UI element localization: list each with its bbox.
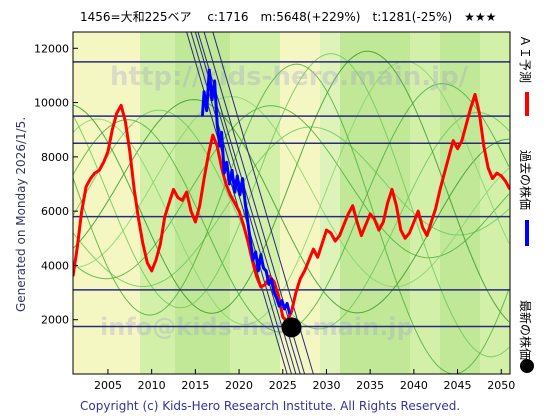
band-8 — [440, 32, 480, 374]
latest-layer — [281, 317, 302, 338]
plot-frame — [72, 31, 511, 375]
x-tick-label-2045: 2045 — [444, 379, 472, 392]
legend-label-latest-price: 最新の株価 — [518, 300, 533, 360]
x-tick-label-2025: 2025 — [269, 379, 297, 392]
x-tick-label-2010: 2010 — [138, 379, 166, 392]
x-tick-label-2005: 2005 — [94, 379, 122, 392]
trend-line-0 — [186, 32, 288, 374]
band-background — [73, 32, 510, 374]
series-line-past-price — [200, 68, 292, 315]
y-tick-label-10000: 10000 — [34, 97, 69, 110]
y-tick-label-2000: 2000 — [41, 314, 69, 327]
series-line-ai-forecast — [73, 92, 510, 323]
envelope-curve-2 — [73, 96, 510, 288]
watermark-url: http://kids-hero.main.jp/ — [110, 62, 469, 92]
latest-price-dot — [281, 317, 302, 338]
trend-line-5 — [212, 32, 314, 374]
level-lines — [73, 61, 510, 328]
chart-title: 1456=大和225ベア c:1716 m:5648(+229%) t:1281… — [80, 10, 496, 24]
x-tick-label-2050: 2050 — [487, 379, 515, 392]
x-tick-label-2040: 2040 — [400, 379, 428, 392]
y-tick-label-4000: 4000 — [41, 259, 69, 272]
band-7 — [410, 32, 440, 374]
x-tick-label-2020: 2020 — [225, 379, 253, 392]
legend-label-past-price: 過去の株価 — [518, 150, 533, 210]
x-tick-label-2030: 2030 — [312, 379, 340, 392]
band-4 — [280, 32, 320, 374]
copyright-text: Copyright (c) Kids-Hero Research Institu… — [80, 399, 460, 413]
legend: ＡＩ予測 過去の株価 最新の株価 — [518, 35, 534, 373]
envelope-curve-7 — [73, 50, 510, 323]
x-tick-label-2015: 2015 — [181, 379, 209, 392]
y-tick-label-12000: 12000 — [34, 42, 69, 55]
envelope-curve-0 — [73, 126, 510, 287]
envelope-curve-8 — [73, 53, 510, 358]
envelope-curve-9 — [73, 63, 510, 374]
legend-label-ai-forecast: ＡＩ予測 — [518, 35, 532, 83]
band-9 — [480, 32, 510, 374]
axis-ticks: 2005 2010 2015 2020 2025 2030 2035 2040 2045 2050… — [34, 42, 515, 392]
band-6 — [340, 32, 410, 374]
legend-swatch-latest-price — [520, 359, 534, 373]
envelope-curve-3 — [73, 99, 510, 314]
y-tick-label-6000: 6000 — [41, 205, 69, 218]
y-tick-label-8000: 8000 — [41, 151, 69, 164]
envelope-curve-6 — [73, 60, 510, 326]
generated-label: Generated on Monday 2026/1/5. — [14, 117, 28, 312]
x-tick-label-2035: 2035 — [356, 379, 384, 392]
series-layer — [73, 68, 510, 323]
